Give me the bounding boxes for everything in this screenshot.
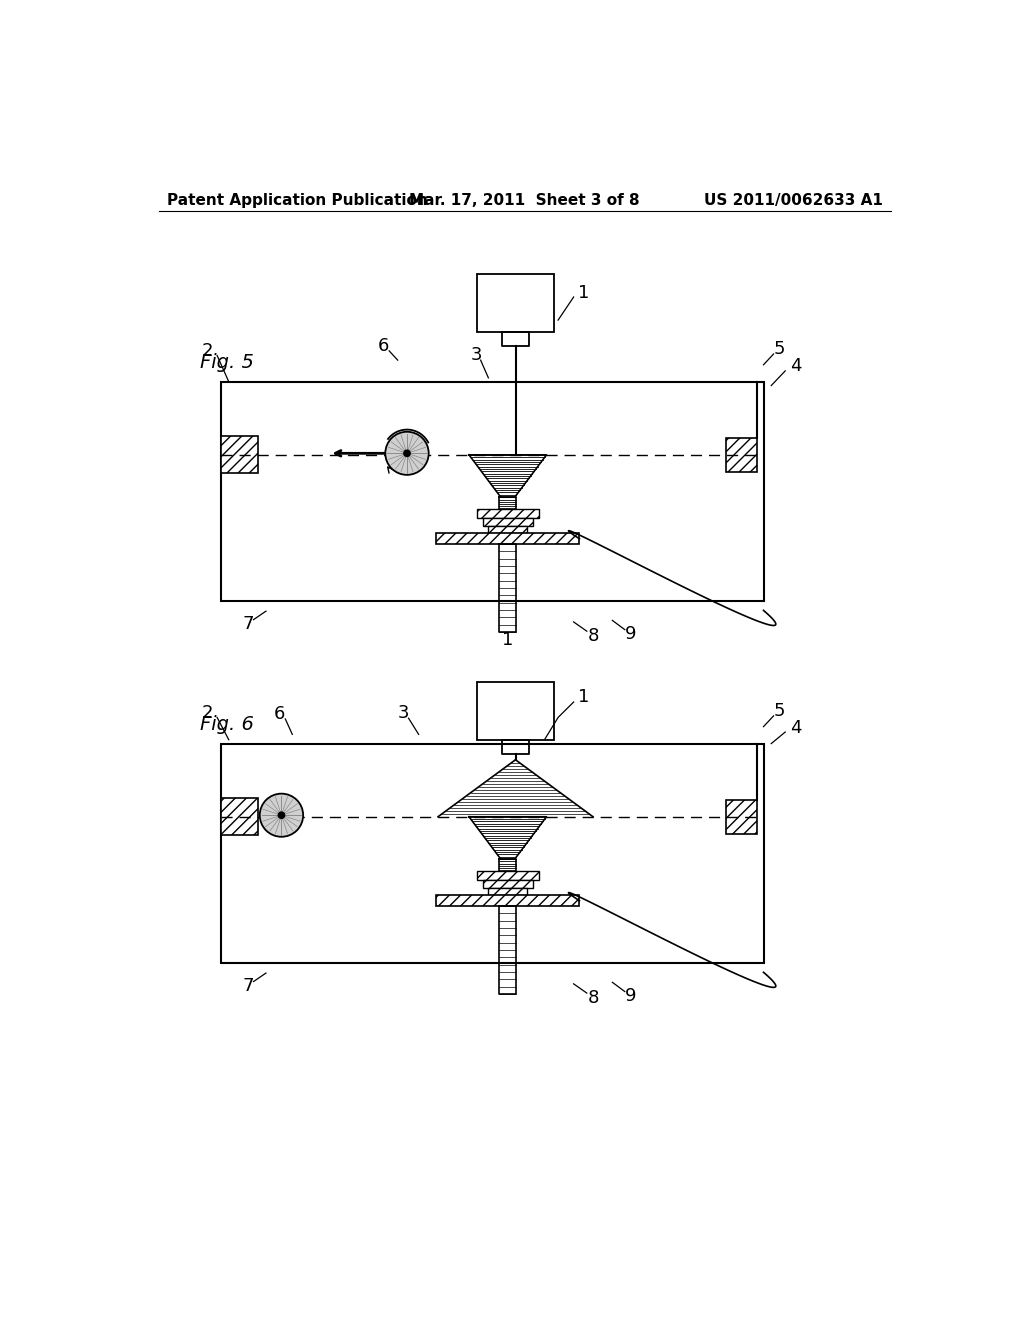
- Text: 3: 3: [397, 704, 409, 722]
- Bar: [221, 381, 764, 601]
- Text: Fig. 5: Fig. 5: [200, 352, 254, 372]
- Bar: [477, 508, 539, 517]
- Text: 2: 2: [202, 704, 214, 722]
- Bar: [221, 743, 764, 964]
- Text: Patent Application Publication: Patent Application Publication: [167, 193, 427, 209]
- Text: 9: 9: [625, 987, 636, 1005]
- Circle shape: [260, 793, 303, 837]
- Text: 1: 1: [578, 284, 590, 302]
- Text: 6: 6: [378, 337, 389, 355]
- Bar: [221, 799, 258, 836]
- Bar: [726, 438, 758, 471]
- Text: 3: 3: [471, 346, 482, 364]
- Text: 1: 1: [578, 689, 590, 706]
- Text: 9: 9: [625, 626, 636, 643]
- Bar: [482, 880, 532, 887]
- Circle shape: [403, 449, 411, 457]
- Text: Fig. 6: Fig. 6: [200, 715, 254, 734]
- Bar: [726, 800, 758, 834]
- Bar: [221, 437, 258, 474]
- Text: 7: 7: [243, 977, 254, 995]
- Text: 8: 8: [588, 627, 599, 644]
- Text: 5: 5: [773, 702, 784, 721]
- Text: 5: 5: [773, 341, 784, 358]
- Bar: [477, 275, 554, 331]
- Text: 6: 6: [274, 705, 286, 723]
- Text: US 2011/0062633 A1: US 2011/0062633 A1: [703, 193, 883, 209]
- Bar: [488, 525, 527, 533]
- Text: 1: 1: [502, 631, 513, 648]
- Circle shape: [278, 812, 286, 818]
- Bar: [482, 517, 532, 525]
- Text: 8: 8: [588, 989, 599, 1007]
- Text: Mar. 17, 2011  Sheet 3 of 8: Mar. 17, 2011 Sheet 3 of 8: [410, 193, 640, 209]
- Circle shape: [385, 432, 429, 475]
- Bar: [477, 682, 554, 739]
- Text: 2: 2: [202, 342, 214, 360]
- Text: 7: 7: [243, 615, 254, 634]
- Bar: [477, 871, 539, 880]
- Bar: [488, 887, 527, 895]
- Text: 4: 4: [791, 719, 802, 737]
- Bar: [436, 533, 580, 544]
- Bar: [436, 895, 580, 906]
- Text: 4: 4: [791, 358, 802, 375]
